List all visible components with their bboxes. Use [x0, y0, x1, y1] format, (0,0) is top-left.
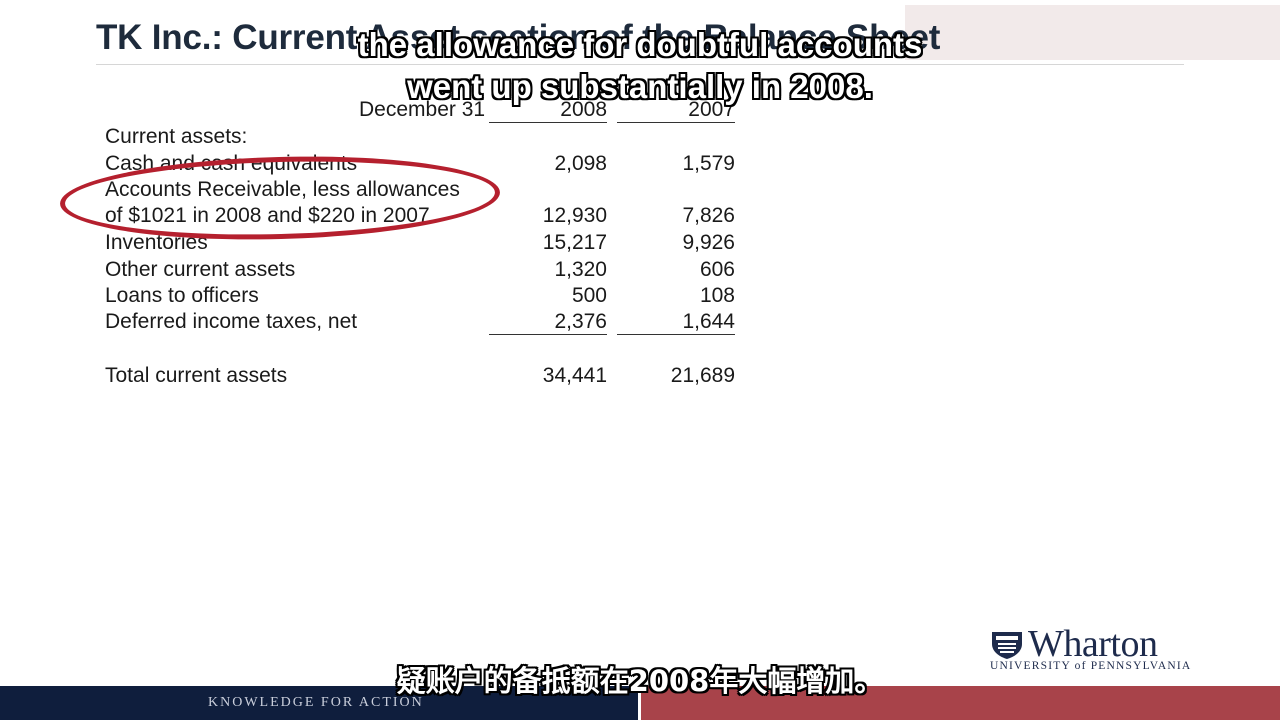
wharton-shield-icon	[992, 632, 1022, 659]
row-label: Current assets:	[105, 125, 248, 148]
english-subtitle-line2: went up substantially in 2008.	[407, 68, 873, 105]
header-rule-2008	[489, 122, 607, 123]
total-2007: 21,689	[670, 364, 735, 387]
header-rule-2007	[617, 122, 735, 123]
column-header-2008: 2008	[560, 98, 607, 121]
chinese-subtitle: 疑账户的备抵额在2008年大幅增加。	[396, 664, 884, 698]
total-2008: 34,441	[542, 364, 607, 387]
sum-rule-2008	[489, 334, 607, 335]
slide-title: TK Inc.: Current Asset section of the Ba…	[96, 18, 941, 57]
row-label: Loans to officers	[105, 284, 259, 307]
title-divider	[96, 64, 1184, 65]
column-header-date: December 31	[359, 98, 486, 121]
row-label: of $1021 in 2008 and $220 in 2007	[105, 204, 430, 227]
value-2008: 15,217	[542, 231, 607, 254]
value-2007: 7,826	[682, 204, 735, 227]
corner-panel	[905, 5, 1280, 60]
row-label: Accounts Receivable, less allowances	[105, 178, 460, 201]
english-subtitle-line1: the allowance for doubtful accounts	[357, 26, 923, 63]
row-label: Other current assets	[105, 258, 296, 281]
row-label: Cash and cash equivalents	[105, 152, 358, 175]
value-2007: 9,926	[682, 231, 735, 254]
footer-navy-bar	[0, 686, 638, 720]
row-label: Deferred income taxes, net	[105, 310, 358, 333]
value-2008: 2,098	[554, 152, 607, 175]
row-label: Inventories	[105, 231, 208, 254]
value-2007: 606	[699, 258, 735, 281]
footer-tagline: KNOWLEDGE FOR ACTION	[208, 695, 424, 710]
value-2008: 2,376	[554, 310, 607, 333]
sum-rule-2007	[617, 334, 735, 335]
value-2008: 500	[571, 284, 607, 307]
column-header-2007: 2007	[688, 98, 735, 121]
value-2007: 1,644	[682, 310, 735, 333]
wharton-logo-name: Wharton	[1028, 623, 1158, 665]
total-label: Total current assets	[105, 364, 288, 387]
value-2007: 1,579	[682, 152, 735, 175]
wharton-logo-subtitle: UNIVERSITY of PENNSYLVANIA	[990, 660, 1192, 672]
value-2008: 1,320	[554, 258, 607, 281]
footer-red-bar	[641, 686, 1280, 720]
value-2007: 108	[699, 284, 735, 307]
value-2008: 12,930	[542, 204, 607, 227]
